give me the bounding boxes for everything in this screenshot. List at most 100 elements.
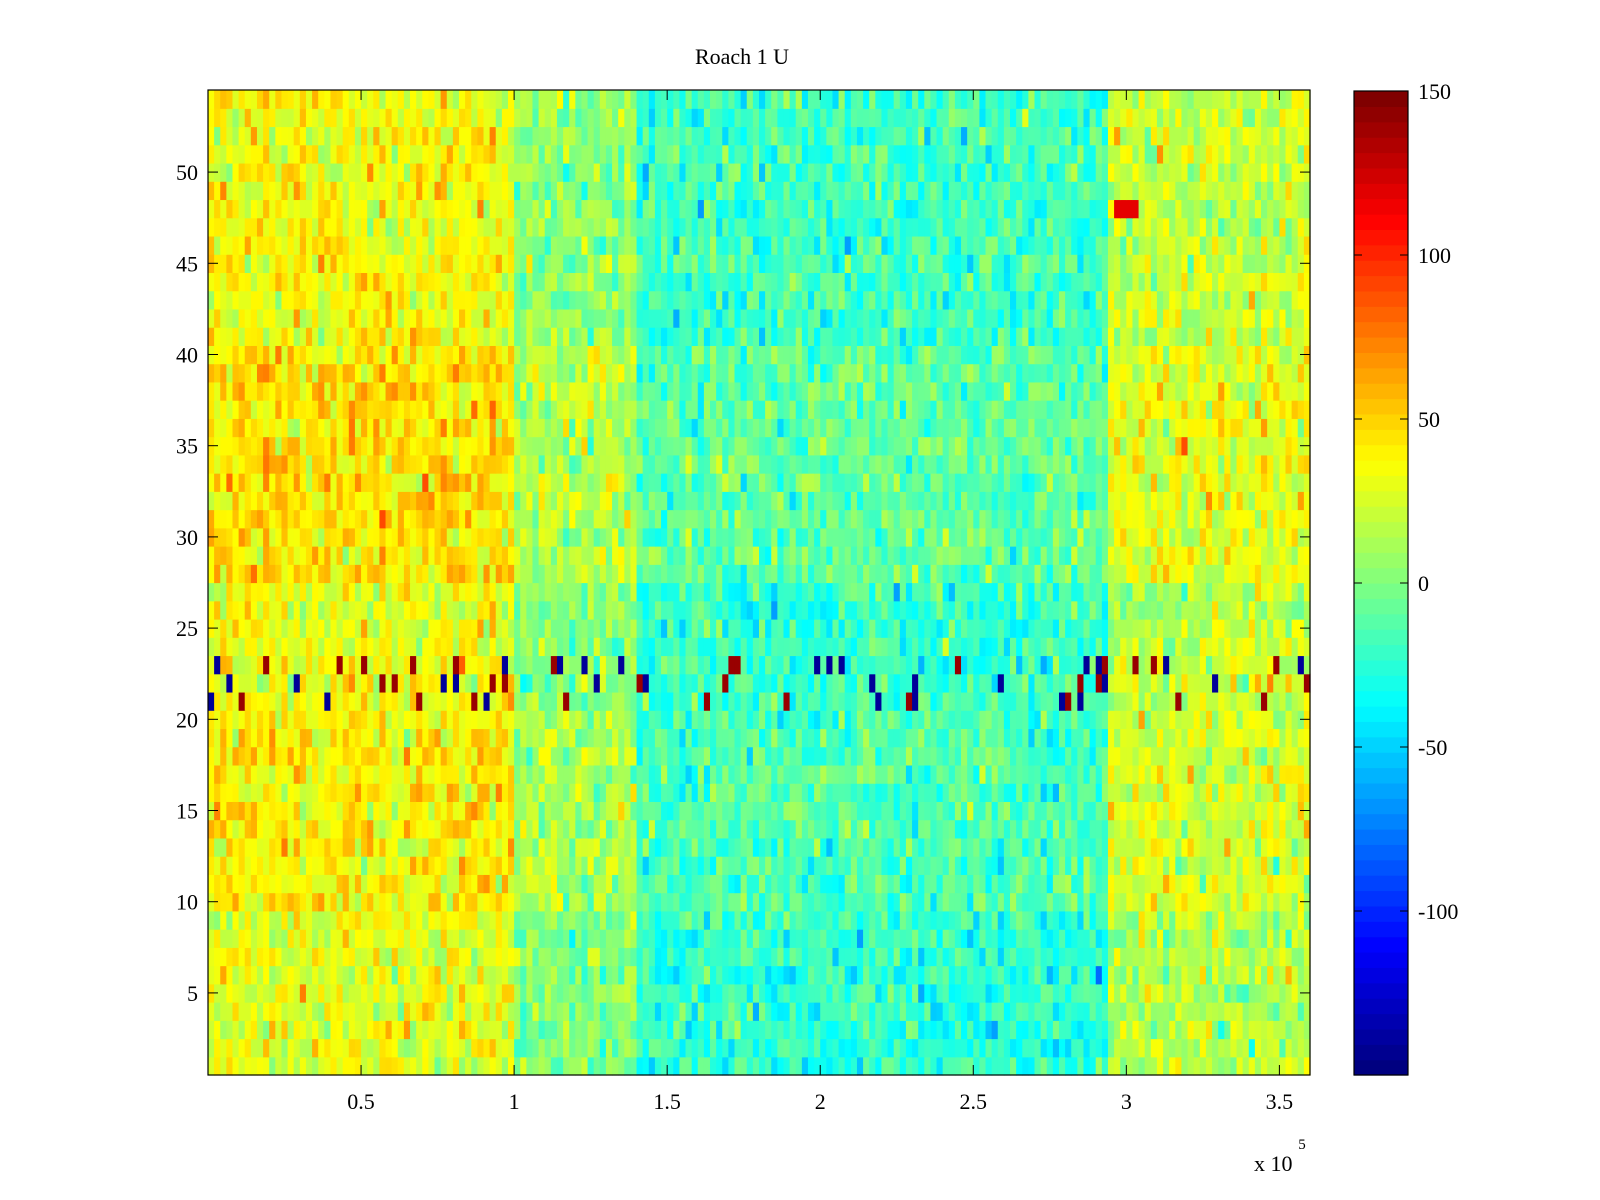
heatmap-cell bbox=[391, 801, 399, 821]
heatmap-cell bbox=[220, 910, 227, 930]
heatmap-cell bbox=[532, 856, 540, 875]
heatmap-cell bbox=[722, 1056, 729, 1076]
heatmap-cell bbox=[287, 618, 295, 638]
heatmap-cell bbox=[728, 564, 736, 584]
heatmap-cell bbox=[379, 764, 387, 784]
heatmap-cell bbox=[1052, 710, 1060, 730]
heatmap-cell bbox=[305, 1020, 313, 1040]
heatmap-cell bbox=[820, 728, 827, 748]
heatmap-cell bbox=[979, 1038, 987, 1058]
heatmap-cell bbox=[489, 837, 497, 857]
heatmap-cell bbox=[379, 965, 387, 985]
heatmap-cell bbox=[281, 837, 289, 857]
heatmap-cell bbox=[1040, 746, 1048, 766]
heatmap-cell bbox=[1175, 856, 1183, 875]
heatmap-cell bbox=[575, 783, 583, 802]
heatmap-cell bbox=[538, 1002, 546, 1021]
heatmap-cell bbox=[1150, 965, 1158, 985]
heatmap-cell bbox=[734, 947, 742, 967]
heatmap-cell bbox=[489, 874, 497, 894]
heatmap-cell bbox=[1175, 892, 1183, 912]
heatmap-cell bbox=[899, 910, 907, 930]
heatmap-cell bbox=[1101, 965, 1109, 985]
heatmap-cell bbox=[269, 1056, 276, 1076]
heatmap-cell bbox=[899, 874, 907, 894]
heatmap-cell bbox=[299, 947, 307, 967]
heatmap-cell bbox=[226, 564, 234, 584]
heatmap-cell bbox=[1163, 618, 1170, 638]
heatmap-cell bbox=[985, 819, 993, 839]
heatmap-cell bbox=[1095, 1038, 1103, 1058]
heatmap-cell bbox=[759, 564, 766, 584]
heatmap-cell bbox=[667, 947, 674, 967]
heatmap-cell bbox=[673, 673, 681, 693]
heatmap-cell bbox=[232, 837, 240, 857]
heatmap-cell bbox=[556, 874, 564, 894]
heatmap-cell bbox=[673, 600, 681, 620]
heatmap-cell bbox=[244, 582, 252, 602]
heatmap-cell bbox=[563, 856, 570, 875]
heatmap-cell bbox=[538, 764, 546, 784]
heatmap-cell bbox=[1058, 1038, 1066, 1058]
heatmap-cell bbox=[1273, 819, 1280, 839]
heatmap-cell bbox=[648, 618, 656, 638]
heatmap-cell bbox=[783, 1038, 791, 1058]
heatmap-cell bbox=[1058, 837, 1066, 857]
heatmap-cell bbox=[887, 1038, 895, 1058]
heatmap-cell bbox=[648, 965, 656, 985]
heatmap-cell bbox=[526, 783, 534, 802]
heatmap-cell bbox=[893, 892, 901, 912]
heatmap-cell bbox=[642, 564, 650, 584]
heatmap-cell bbox=[667, 691, 674, 711]
heatmap-cell bbox=[220, 965, 227, 985]
heatmap-cell bbox=[354, 655, 362, 675]
heatmap-cell bbox=[1205, 892, 1213, 912]
heatmap-cell bbox=[636, 637, 644, 657]
heatmap-cell bbox=[256, 1020, 264, 1040]
heatmap-cell bbox=[263, 728, 270, 748]
heatmap-cell bbox=[1291, 655, 1299, 675]
heatmap-cell bbox=[1285, 673, 1293, 693]
heatmap-cell bbox=[367, 801, 374, 821]
heatmap-cell bbox=[807, 837, 815, 857]
heatmap-cell bbox=[385, 637, 393, 657]
heatmap-cell bbox=[575, 600, 583, 620]
heatmap-cell bbox=[777, 637, 785, 657]
heatmap-cell bbox=[324, 600, 332, 620]
heatmap-cell bbox=[269, 1020, 276, 1040]
heatmap-cell bbox=[716, 746, 723, 766]
heatmap-cell bbox=[256, 618, 264, 638]
heatmap-cell bbox=[581, 856, 589, 875]
heatmap-cell bbox=[936, 910, 944, 930]
heatmap-cell bbox=[348, 564, 356, 584]
heatmap-cell bbox=[1199, 728, 1207, 748]
heatmap-cell bbox=[1181, 801, 1189, 821]
heatmap-cell bbox=[1114, 637, 1121, 657]
heatmap-cell bbox=[734, 1020, 742, 1040]
heatmap-cell bbox=[244, 600, 252, 620]
heatmap-cell bbox=[838, 655, 846, 675]
heatmap-cell bbox=[1248, 746, 1256, 766]
heatmap-cell bbox=[1254, 746, 1262, 766]
heatmap-cell bbox=[305, 637, 313, 657]
heatmap-cell bbox=[250, 874, 258, 894]
heatmap-cell bbox=[263, 582, 270, 602]
heatmap-cell bbox=[1077, 764, 1085, 784]
heatmap-cell bbox=[954, 819, 962, 839]
heatmap-cell bbox=[1095, 764, 1103, 784]
heatmap-cell bbox=[226, 983, 234, 1003]
heatmap-cell bbox=[759, 965, 766, 985]
heatmap-cell bbox=[801, 564, 809, 584]
heatmap-cell bbox=[514, 947, 521, 967]
heatmap-cell bbox=[1248, 1038, 1256, 1058]
heatmap-cell bbox=[807, 983, 815, 1003]
heatmap-cell bbox=[550, 910, 558, 930]
heatmap-cell bbox=[1156, 783, 1164, 802]
heatmap-cell bbox=[367, 983, 374, 1003]
heatmap-cell bbox=[1114, 947, 1121, 967]
heatmap-cell bbox=[318, 728, 325, 748]
heatmap-cell bbox=[1028, 892, 1036, 912]
heatmap-cell bbox=[881, 582, 889, 602]
heatmap-cell bbox=[850, 910, 858, 930]
heatmap-cell bbox=[605, 1020, 613, 1040]
